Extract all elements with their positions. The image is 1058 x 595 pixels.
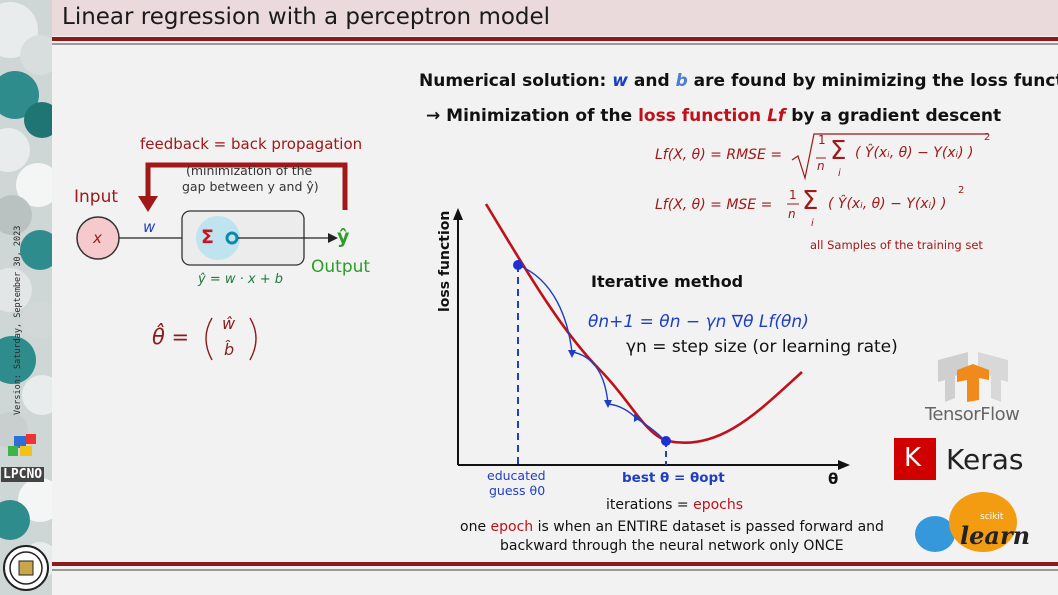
scikit-logo-text: learn bbox=[960, 521, 1031, 550]
minimization-note-line1: (minimization of the bbox=[186, 163, 313, 178]
theta-hat-lhs: θ̂ = bbox=[152, 325, 190, 349]
theta-w-hat: ŵ bbox=[222, 314, 236, 333]
keras-logo-letter: K bbox=[904, 443, 922, 473]
best-theta-label: best θ = θopt bbox=[622, 470, 725, 486]
sum-symbol: Σ bbox=[201, 226, 214, 248]
guess-point bbox=[513, 260, 523, 270]
mse-frac-den: n bbox=[788, 207, 796, 221]
rmse-exponent: 2 bbox=[984, 132, 991, 143]
theta-b-hat: b̂ bbox=[224, 340, 235, 359]
input-label: Input bbox=[74, 187, 119, 207]
guess-label-line2: guess θ0 bbox=[489, 483, 546, 498]
feedback-label: feedback = back propagation bbox=[140, 135, 363, 153]
optimum-point bbox=[661, 436, 671, 446]
feedback-arrowhead-icon bbox=[138, 196, 158, 212]
update-rule: θn+1 = θn − γn ∇θ Lf(θn) bbox=[588, 312, 809, 332]
minimization-note-line2: gap between y and ŷ) bbox=[182, 179, 319, 194]
scikit-learn-logo-icon bbox=[915, 492, 1017, 552]
lpcno-logo-text: LPCNO bbox=[1, 467, 45, 482]
rmse-sum: Σ bbox=[830, 136, 847, 166]
mse-sum: Σ bbox=[802, 186, 819, 216]
feedback-loop-arrow bbox=[145, 162, 348, 210]
sidebar-decoration: Version: Saturday, September 30, 2023 LP… bbox=[0, 0, 52, 595]
neuron-circle bbox=[196, 216, 240, 260]
scikit-logo-small-text: scikit bbox=[980, 512, 1004, 522]
version-text: Version: Saturday, September 30, 2023 bbox=[13, 225, 23, 415]
mse-exponent: 2 bbox=[958, 185, 965, 196]
step-size-note: γn = step size (or learning rate) bbox=[626, 337, 898, 357]
title-rule-gray bbox=[52, 43, 1058, 45]
rmse-radical bbox=[791, 133, 988, 181]
rmse-sum-index: i bbox=[838, 168, 841, 179]
output-label: Output bbox=[311, 257, 371, 277]
loss-curve bbox=[484, 203, 803, 444]
x-axis-arrowhead-icon bbox=[838, 460, 850, 470]
mse-sum-index: i bbox=[811, 218, 814, 229]
rmse-frac-num: 1 bbox=[818, 133, 826, 147]
bottom-rule-gray bbox=[52, 569, 1058, 571]
page-title: Linear regression with a perceptron mode… bbox=[62, 4, 551, 30]
keras-logo-box bbox=[894, 438, 936, 480]
iterative-method-title: Iterative method bbox=[591, 272, 744, 291]
model-equation: ŷ = w · x + b bbox=[198, 272, 283, 287]
iterations-line: iterations = epochs bbox=[606, 497, 744, 513]
lpcno-logo-icon bbox=[8, 434, 36, 456]
molecule-background-image bbox=[0, 0, 52, 595]
weight-label: w bbox=[143, 218, 156, 236]
tensorflow-logo-text: TensorFlow bbox=[925, 404, 1020, 425]
numerical-solution-line: Numerical solution: w and b are found by… bbox=[419, 71, 1058, 91]
rmse-inner: ( Ŷ(xᵢ, θ) − Y(xᵢ) ) bbox=[855, 145, 974, 161]
input-node-label: x bbox=[93, 229, 102, 247]
gradient-descent-chart bbox=[453, 203, 850, 470]
mse-frac-num: 1 bbox=[789, 188, 797, 202]
bottom-rule-red bbox=[52, 562, 1058, 566]
epoch-line-1: one epoch is when an ENTIRE dataset is p… bbox=[460, 519, 884, 535]
title-rule-red bbox=[52, 37, 1058, 41]
tensorflow-logo-icon bbox=[938, 352, 1008, 402]
rmse-lhs: Lf(X, θ) = RMSE = bbox=[655, 147, 783, 163]
university-seal-icon bbox=[3, 545, 49, 591]
output-symbol: ŷ bbox=[337, 226, 350, 248]
gradient-descent-line: → Minimization of the loss function Lf b… bbox=[426, 106, 1002, 126]
mse-lhs: Lf(X, θ) = MSE = bbox=[655, 197, 773, 213]
guess-label-line1: educated bbox=[487, 468, 546, 483]
activation-icon bbox=[225, 231, 239, 245]
rmse-frac-den: n bbox=[817, 159, 825, 173]
mse-inner: ( Ŷ(xᵢ, θ) − Y(xᵢ) ) bbox=[828, 196, 947, 212]
x-axis-label: θ bbox=[828, 470, 839, 488]
descent-path bbox=[517, 264, 665, 441]
perceptron-diagram bbox=[76, 162, 348, 361]
keras-logo-text: Keras bbox=[946, 443, 1024, 476]
y-axis-arrowhead-icon bbox=[453, 208, 463, 220]
title-bar bbox=[52, 0, 1058, 36]
y-axis-label: loss function bbox=[437, 210, 453, 312]
samples-note: all Samples of the training set bbox=[810, 238, 983, 252]
epoch-line-2: backward through the neural network only… bbox=[500, 538, 844, 554]
